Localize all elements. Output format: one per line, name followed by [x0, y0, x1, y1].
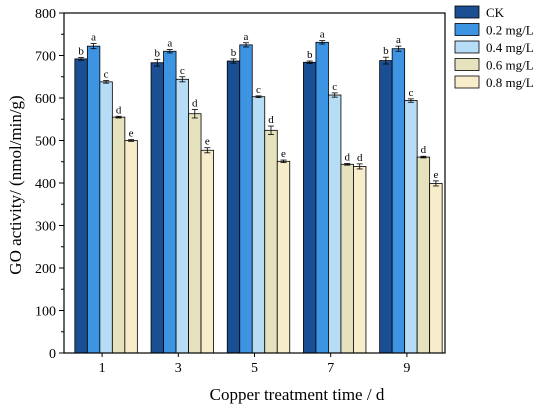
significance-label: b	[155, 47, 161, 59]
x-tick-label: 3	[175, 361, 182, 376]
y-axis-label: GO activity/ (nmol/min/g)	[6, 95, 25, 274]
axes-layer: 1 3 5 7 9 0 100 200 300 400 500 600 700 800	[35, 7, 446, 376]
significance-label: b	[383, 45, 389, 57]
legend: CK 0.2 mg/L 0.4 mg/L 0.6 mg/L 0.8 mg/L	[454, 5, 534, 90]
legend-label: 0.8 mg/L	[486, 75, 534, 90]
significance-label: a	[396, 34, 401, 46]
x-tick-label: 1	[99, 361, 106, 376]
bars-layer	[74, 41, 443, 354]
bar	[429, 183, 443, 354]
bar	[150, 62, 164, 354]
significance-label: e	[129, 128, 134, 140]
legend-swatch	[454, 23, 480, 36]
legend-swatch	[454, 58, 480, 71]
significance-label: b	[231, 47, 237, 59]
bar	[404, 100, 418, 354]
bar	[124, 140, 138, 354]
x-tick-label: 5	[251, 361, 258, 376]
significance-label: a	[244, 31, 249, 43]
y-tick-label: 800	[35, 7, 56, 22]
significance-label: b	[78, 46, 84, 58]
bar	[340, 163, 354, 354]
significance-label: d	[192, 97, 198, 109]
y-tick-label: 0	[49, 347, 56, 362]
significance-label: c	[332, 81, 337, 93]
bar	[175, 78, 189, 354]
x-tick-label: 7	[327, 361, 334, 376]
significance-label: e	[281, 148, 286, 160]
bar	[163, 50, 177, 354]
y-tick-label: 600	[35, 92, 56, 107]
plot-frame	[63, 12, 446, 354]
significance-label: c	[408, 87, 413, 99]
bar	[353, 166, 367, 354]
y-tick-label: 300	[35, 220, 56, 235]
legend-label: CK	[486, 5, 505, 20]
legend-swatch	[454, 75, 480, 89]
legend-label: 0.6 mg/L	[486, 58, 534, 73]
bar	[303, 61, 317, 354]
y-tick-label: 700	[35, 50, 56, 65]
significance-label: e	[433, 169, 438, 181]
y-tick-label: 500	[35, 135, 56, 150]
bar	[99, 81, 113, 354]
bar	[200, 149, 214, 354]
x-tick-label: 9	[403, 361, 410, 376]
legend-swatch	[454, 40, 480, 54]
significance-label: d	[344, 151, 350, 163]
bar	[74, 58, 88, 354]
bar	[226, 60, 241, 354]
legend-label: 0.4 mg/L	[486, 40, 534, 55]
x-axis-label: Copper treatment time / d	[210, 385, 385, 404]
bar	[264, 129, 278, 354]
legend-label: 0.2 mg/L	[486, 23, 534, 38]
bar	[328, 94, 342, 354]
error-bars-layer	[78, 40, 439, 187]
significance-label: a	[91, 32, 96, 44]
significance-label: e	[205, 136, 210, 148]
y-tick-label: 200	[35, 262, 56, 277]
significance-label: d	[116, 104, 122, 116]
significance-label: a	[167, 38, 172, 50]
legend-swatch	[454, 5, 480, 19]
significance-label: b	[307, 49, 313, 61]
bar	[111, 116, 126, 354]
significance-label: d	[268, 114, 274, 126]
significance-label: c	[104, 69, 109, 81]
significance-label: a	[320, 29, 325, 41]
bar	[239, 44, 253, 354]
bar	[188, 113, 202, 354]
y-tick-label: 100	[35, 305, 56, 320]
bar	[251, 96, 266, 354]
significance-label: c	[256, 84, 261, 96]
significance-label: d	[357, 152, 363, 164]
bar	[86, 45, 101, 354]
y-tick-label: 400	[35, 177, 56, 192]
significance-label: c	[180, 65, 185, 77]
bar	[315, 41, 329, 354]
bar	[276, 160, 291, 354]
bar	[416, 156, 431, 354]
bar	[391, 48, 406, 354]
significance-label: d	[421, 144, 427, 156]
bar	[379, 60, 393, 354]
